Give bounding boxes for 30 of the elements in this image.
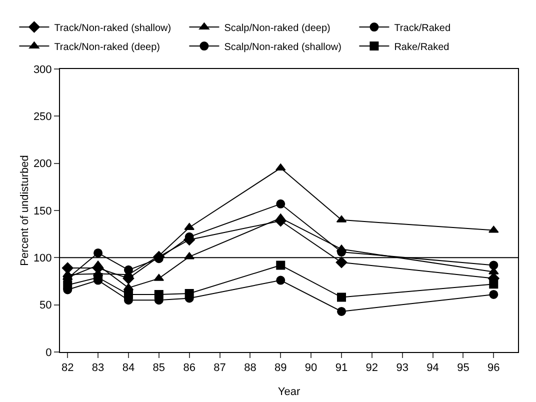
x-tick-label: 94 <box>426 362 439 374</box>
x-tick-label: 91 <box>335 362 348 374</box>
y-tick-label: 0 <box>46 346 52 359</box>
x-tick-label: 92 <box>366 362 378 374</box>
x-tick-label: 86 <box>183 362 196 374</box>
y-tick-label: 300 <box>33 64 52 76</box>
y-tick-label: 100 <box>33 252 52 265</box>
x-tick-label: 95 <box>457 362 470 374</box>
legend-label: Scalp/Non-raked (deep) <box>224 22 330 34</box>
y-tick-label: 250 <box>33 111 52 124</box>
x-axis-title: Year <box>278 386 300 398</box>
y-tick-label: 200 <box>33 158 52 170</box>
y-tick-label: 150 <box>33 205 52 218</box>
x-tick-label: 82 <box>61 362 74 374</box>
legend-label: Scalp/Non-raked (shallow) <box>224 42 342 53</box>
x-tick-label: 89 <box>274 362 287 374</box>
y-tick-label: 50 <box>40 300 52 312</box>
legend-label: Track/Non-raked (shallow) <box>54 22 172 34</box>
x-tick-label: 83 <box>92 362 104 374</box>
legend-label: Track/Non-raked (deep) <box>54 42 160 53</box>
x-tick-label: 93 <box>396 362 408 374</box>
x-tick-label: 87 <box>214 362 226 374</box>
x-tick-label: 85 <box>152 362 166 374</box>
x-tick-label: 88 <box>244 362 256 374</box>
legend-label: Rake/Raked <box>394 42 450 53</box>
x-tick-label: 90 <box>304 362 318 374</box>
legend-label: Track/Raked <box>394 22 451 34</box>
y-axis-title: Percent of undisturbed <box>19 155 31 266</box>
x-tick-label: 84 <box>122 362 135 374</box>
x-tick-label: 96 <box>488 362 500 374</box>
